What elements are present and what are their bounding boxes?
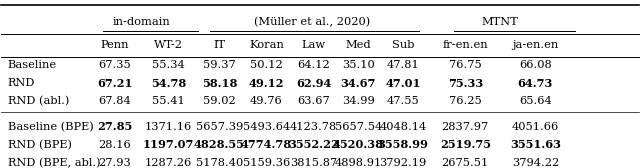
Text: 1197.07: 1197.07	[143, 139, 194, 151]
Text: 64.12: 64.12	[297, 60, 330, 70]
Text: RND: RND	[8, 78, 35, 88]
Text: ja-en.en: ja-en.en	[512, 40, 559, 50]
Text: 4828.55: 4828.55	[194, 139, 244, 151]
Text: 3558.99: 3558.99	[378, 139, 428, 151]
Text: 5159.36: 5159.36	[243, 158, 290, 168]
Text: 4520.38: 4520.38	[333, 139, 384, 151]
Text: 3551.63: 3551.63	[510, 139, 561, 151]
Text: 3792.19: 3792.19	[380, 158, 426, 168]
Text: 55.34: 55.34	[152, 60, 185, 70]
Text: 66.08: 66.08	[519, 60, 552, 70]
Text: 2675.51: 2675.51	[442, 158, 489, 168]
Text: 63.67: 63.67	[297, 96, 330, 106]
Text: 65.64: 65.64	[519, 96, 552, 106]
Text: RND (BPE, abl.): RND (BPE, abl.)	[8, 158, 100, 168]
Text: 2519.75: 2519.75	[440, 139, 491, 151]
Text: 67.35: 67.35	[99, 60, 131, 70]
Text: Koran: Koran	[249, 40, 284, 50]
Text: 27.85: 27.85	[97, 121, 132, 132]
Text: MTNT: MTNT	[482, 17, 518, 28]
Text: 5178.40: 5178.40	[196, 158, 243, 168]
Text: 47.81: 47.81	[387, 60, 419, 70]
Text: 62.94: 62.94	[296, 78, 332, 89]
Text: Law: Law	[301, 40, 326, 50]
Text: Penn: Penn	[100, 40, 129, 50]
Text: 3815.87: 3815.87	[290, 158, 337, 168]
Text: RND (BPE): RND (BPE)	[8, 140, 72, 150]
Text: 67.21: 67.21	[97, 78, 132, 89]
Text: 5493.64: 5493.64	[243, 122, 290, 132]
Text: 5657.39: 5657.39	[196, 122, 243, 132]
Text: 49.12: 49.12	[249, 78, 284, 89]
Text: Sub: Sub	[392, 40, 414, 50]
Text: Baseline (BPE): Baseline (BPE)	[8, 121, 93, 132]
Text: 47.01: 47.01	[385, 78, 420, 89]
Text: 3794.22: 3794.22	[512, 158, 559, 168]
Text: 47.55: 47.55	[387, 96, 419, 106]
Text: 4048.14: 4048.14	[380, 122, 426, 132]
Text: 76.25: 76.25	[449, 96, 482, 106]
Text: 49.76: 49.76	[250, 96, 283, 106]
Text: fr-en.en: fr-en.en	[442, 40, 488, 50]
Text: 4898.91: 4898.91	[335, 158, 382, 168]
Text: 4051.66: 4051.66	[512, 122, 559, 132]
Text: 64.73: 64.73	[518, 78, 553, 89]
Text: WT-2: WT-2	[154, 40, 183, 50]
Text: 59.37: 59.37	[203, 60, 236, 70]
Text: 4774.78: 4774.78	[241, 139, 292, 151]
Text: 75.33: 75.33	[447, 78, 483, 89]
Text: 35.10: 35.10	[342, 60, 374, 70]
Text: 5657.54: 5657.54	[335, 122, 382, 132]
Text: 28.16: 28.16	[99, 140, 131, 150]
Text: Med: Med	[346, 40, 371, 50]
Text: 34.67: 34.67	[340, 78, 376, 89]
Text: RND (abl.): RND (abl.)	[8, 96, 69, 106]
Text: 1371.16: 1371.16	[145, 122, 192, 132]
Text: 67.84: 67.84	[99, 96, 131, 106]
Text: Baseline: Baseline	[8, 60, 57, 70]
Text: (Müller et al., 2020): (Müller et al., 2020)	[254, 17, 371, 28]
Text: 50.12: 50.12	[250, 60, 283, 70]
Text: 55.41: 55.41	[152, 96, 185, 106]
Text: 27.93: 27.93	[99, 158, 131, 168]
Text: 54.78: 54.78	[150, 78, 186, 89]
Text: 2837.97: 2837.97	[442, 122, 489, 132]
Text: IT: IT	[213, 40, 225, 50]
Text: 34.99: 34.99	[342, 96, 374, 106]
Text: 4123.78: 4123.78	[290, 122, 337, 132]
Text: 76.75: 76.75	[449, 60, 482, 70]
Text: 1287.26: 1287.26	[145, 158, 192, 168]
Text: 3552.22: 3552.22	[288, 139, 339, 151]
Text: 59.02: 59.02	[203, 96, 236, 106]
Text: 58.18: 58.18	[202, 78, 237, 89]
Text: in-domain: in-domain	[113, 17, 170, 28]
